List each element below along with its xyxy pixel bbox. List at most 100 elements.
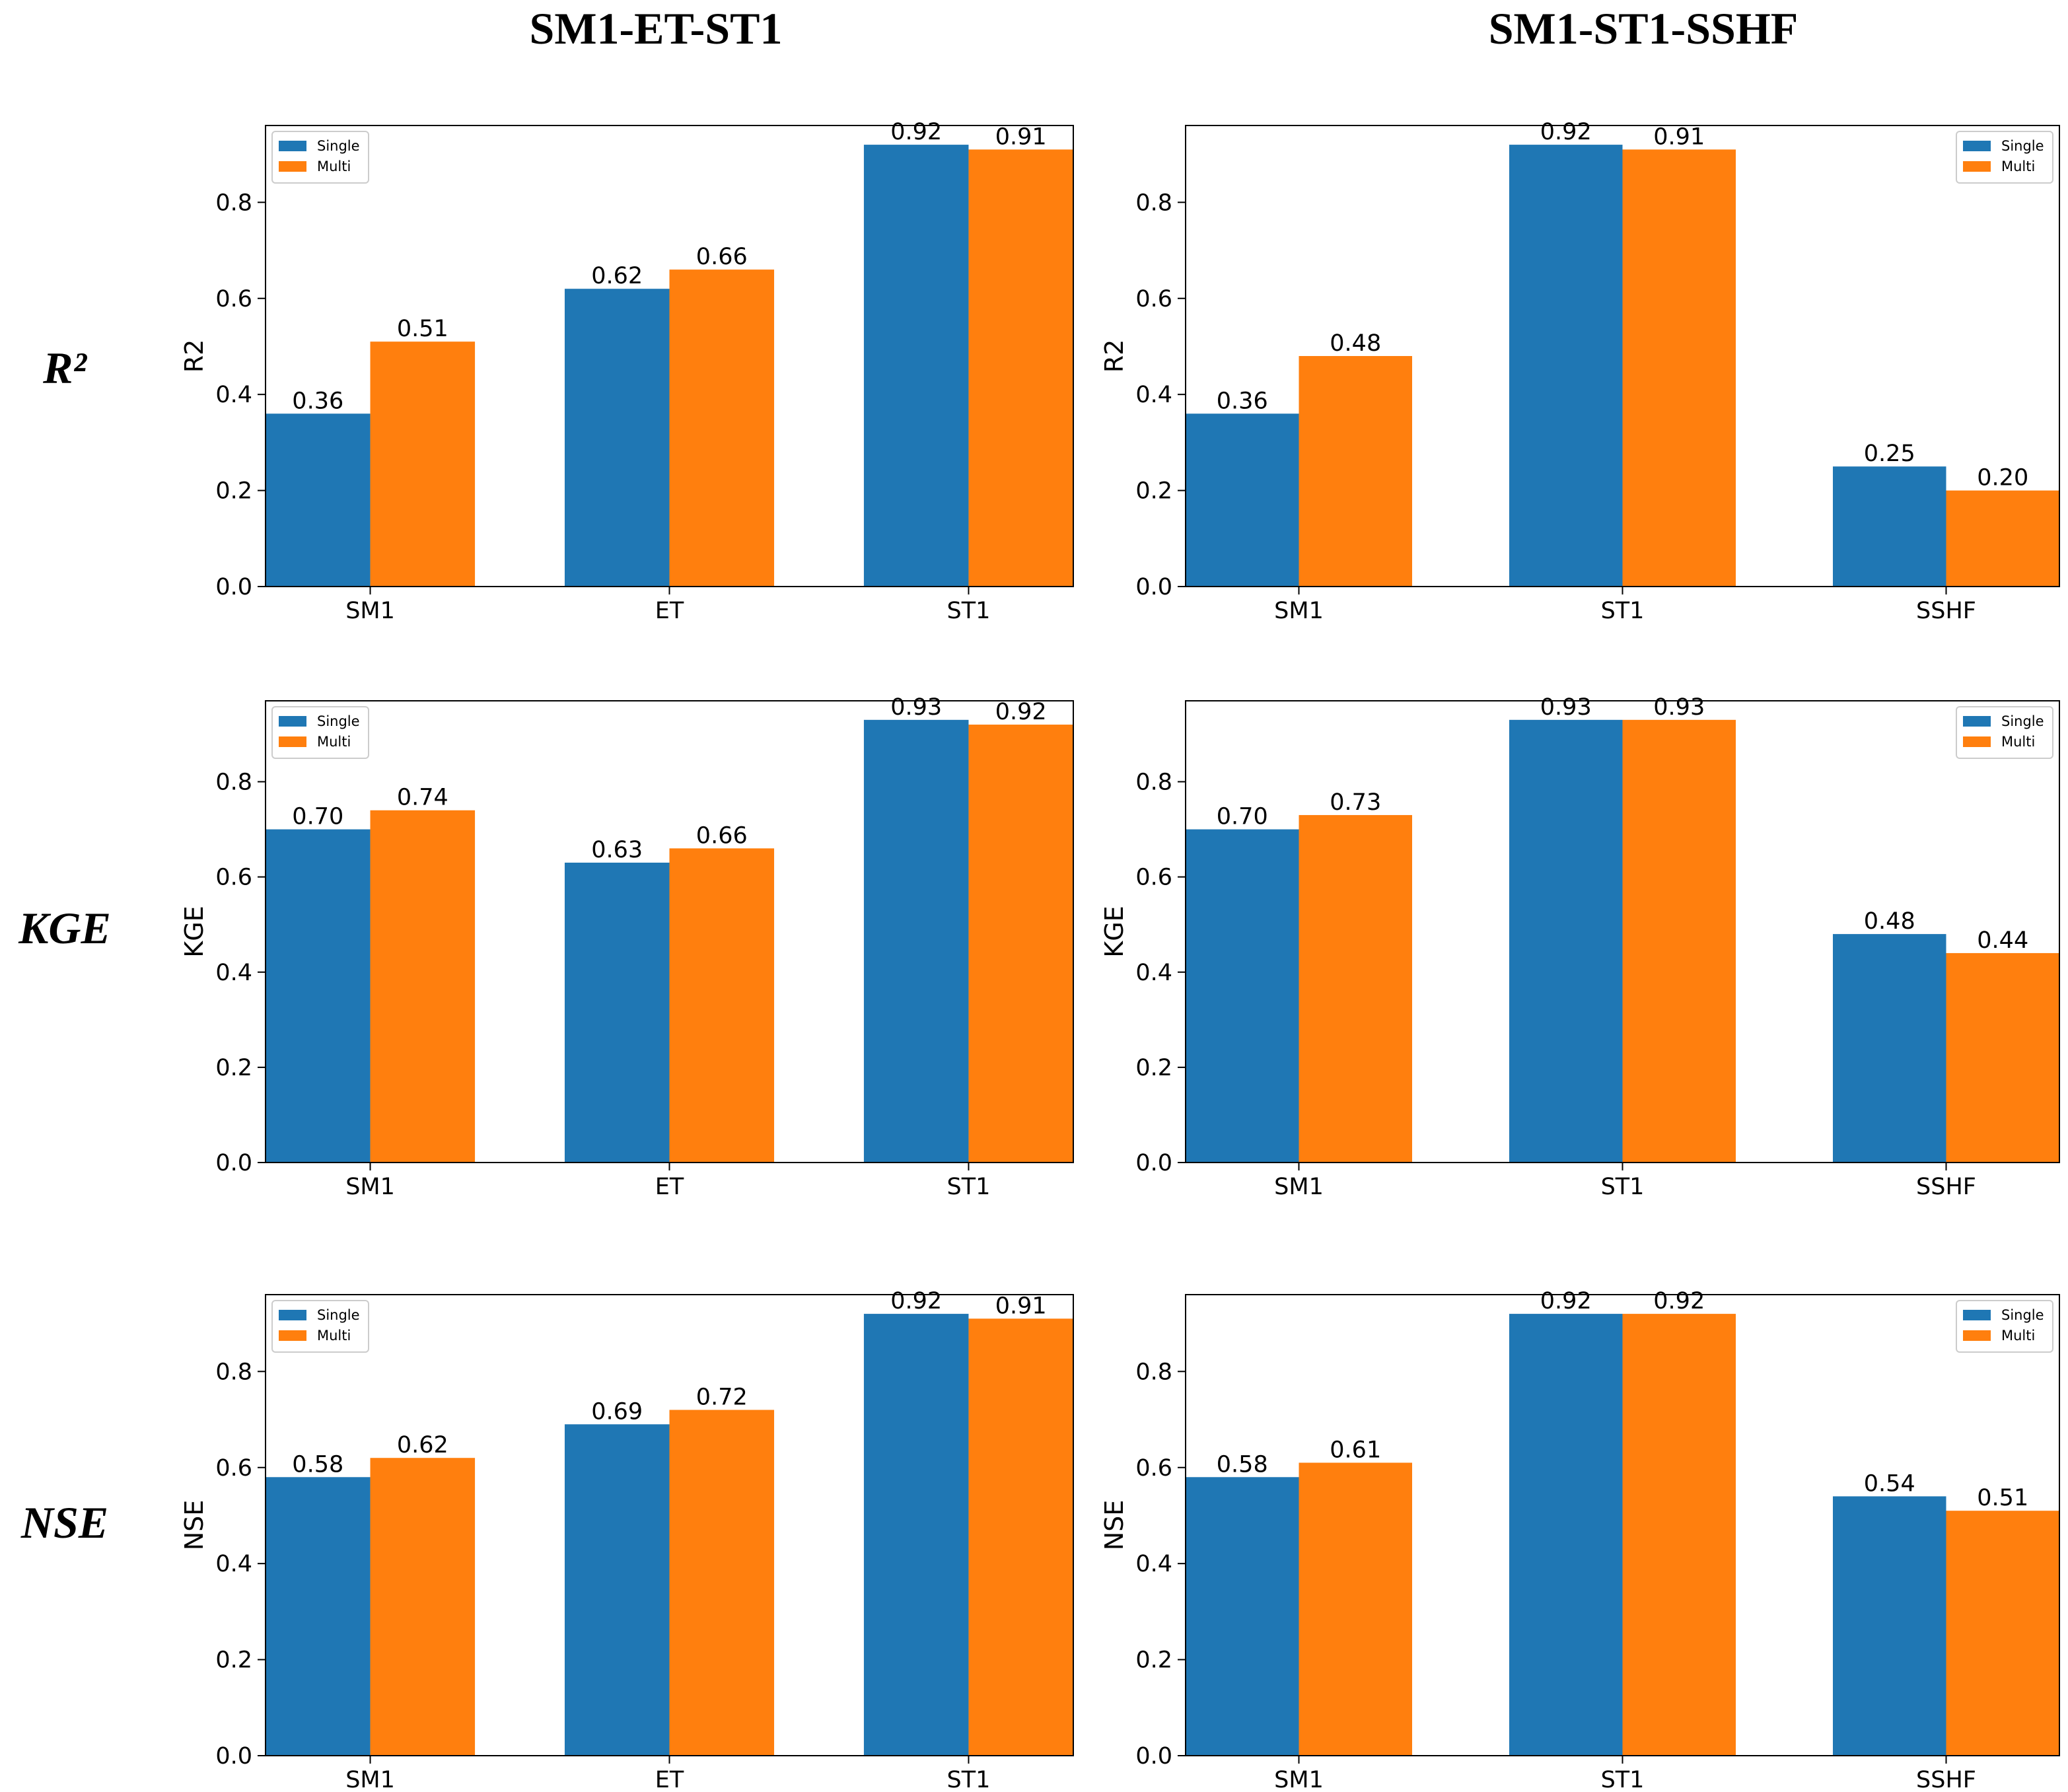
bar-single-sm1 xyxy=(266,413,371,587)
bar-multi-st1 xyxy=(1622,719,1736,1163)
bar-value-label: 0.51 xyxy=(1977,1485,2028,1511)
y-axis-label: KGE xyxy=(1100,906,1129,957)
y-tick-label: 0.6 xyxy=(1135,865,1172,891)
bar-multi-sshf xyxy=(1946,952,2059,1163)
axes-frame xyxy=(265,1294,1074,1756)
legend-label-single: Single xyxy=(317,1307,360,1323)
bar-value-label: 0.62 xyxy=(591,263,643,289)
axes-frame xyxy=(1185,700,2060,1163)
x-tick-label: SM1 xyxy=(345,1767,395,1792)
y-tick-label: 0.8 xyxy=(215,190,252,216)
y-axis-ticks: 0.0 0.2 0.4 0.6 0.8 xyxy=(215,770,266,1176)
x-tick-label: ET xyxy=(655,1767,684,1792)
y-tick-label: 0.2 xyxy=(215,1647,252,1674)
x-tick-label: SSHF xyxy=(1916,598,1976,624)
y-axis-label: R2 xyxy=(1100,340,1129,373)
x-tick-label: ET xyxy=(655,598,684,624)
bar-single-sm1 xyxy=(266,1477,371,1756)
y-tick-label: 0.0 xyxy=(1135,574,1172,600)
y-tick-label: 0.6 xyxy=(1135,286,1172,312)
x-tick-label: ET xyxy=(655,1174,684,1200)
bar-multi-sshf xyxy=(1946,490,2059,587)
chart-1: 0.0 0.2 0.4 0.6 0.8 R2 0.36 0.51 0.62 0.66 0.92 0.9… xyxy=(180,119,1074,624)
legend: Single Multi xyxy=(1956,1300,2053,1353)
bar-single-st1 xyxy=(863,719,969,1163)
bar-value-label: 0.36 xyxy=(1217,388,1268,414)
legend-swatch-single xyxy=(279,716,306,727)
bar-value-label: 0.61 xyxy=(1330,1437,1381,1463)
legend-swatch-single xyxy=(279,141,306,151)
bar-multi-et xyxy=(669,848,775,1163)
bar-value-label: 0.58 xyxy=(292,1451,343,1478)
legend-label-multi: Multi xyxy=(317,1328,351,1344)
legend: Single Multi xyxy=(271,131,369,184)
bar-value-label: 0.36 xyxy=(292,388,343,414)
legend-swatch-multi xyxy=(279,1330,306,1341)
bars: 0.58 0.61 0.92 0.92 0.54 0.51 xyxy=(1186,1288,2059,1756)
x-tick-label: ST1 xyxy=(947,598,991,624)
legend: Single Multi xyxy=(1956,131,2053,184)
bar-single-et xyxy=(564,863,670,1163)
x-tick-label: SM1 xyxy=(345,598,395,624)
bar-value-label: 0.51 xyxy=(397,316,448,342)
y-tick-label: 0.8 xyxy=(215,770,252,796)
y-tick-label: 0.6 xyxy=(215,286,252,312)
legend-swatch-multi xyxy=(1963,1330,1991,1341)
bar-value-label: 0.91 xyxy=(1653,124,1705,150)
y-tick-label: 0.4 xyxy=(215,1551,252,1577)
y-tick-label: 0.4 xyxy=(1135,1551,1172,1577)
y-axis-ticks: 0.0 0.2 0.4 0.6 0.8 xyxy=(1135,770,1186,1176)
bar-single-sshf xyxy=(1833,1496,1946,1756)
bar-single-et xyxy=(564,289,670,587)
bar-value-label: 0.72 xyxy=(696,1384,748,1411)
bar-single-et xyxy=(564,1424,670,1756)
legend-swatch-single xyxy=(279,1310,306,1320)
bar-single-sm1 xyxy=(1186,829,1299,1163)
x-tick-label: ST1 xyxy=(1601,1767,1645,1792)
bar-value-label: 0.69 xyxy=(591,1398,643,1425)
bar-single-sm1 xyxy=(266,829,371,1163)
bar-value-label: 0.93 xyxy=(1540,694,1592,721)
x-tick-label: ST1 xyxy=(947,1767,991,1792)
bar-value-label: 0.92 xyxy=(1540,1288,1592,1314)
legend: Single Multi xyxy=(271,1300,369,1353)
legend-label-multi: Multi xyxy=(317,159,351,174)
row-label-r2: R² xyxy=(42,343,87,393)
bar-value-label: 0.92 xyxy=(890,1288,942,1314)
legend-label-single: Single xyxy=(2001,713,2044,729)
bar-value-label: 0.93 xyxy=(890,694,942,721)
legend-swatch-single xyxy=(1963,1310,1991,1320)
bar-value-label: 0.93 xyxy=(1653,694,1705,721)
x-tick-label: ST1 xyxy=(947,1174,991,1200)
y-tick-label: 0.6 xyxy=(1135,1455,1172,1482)
y-tick-label: 0.2 xyxy=(1135,1647,1172,1674)
bar-multi-sm1 xyxy=(1299,356,1412,587)
y-tick-label: 0.0 xyxy=(1135,1743,1172,1770)
y-tick-label: 0.0 xyxy=(215,1743,252,1770)
y-tick-label: 0.4 xyxy=(215,382,252,408)
y-tick-label: 0.8 xyxy=(1135,190,1172,216)
legend-swatch-single xyxy=(1963,716,1991,727)
bar-value-label: 0.63 xyxy=(591,837,643,863)
legend-label-multi: Multi xyxy=(2001,159,2035,174)
bar-value-label: 0.73 xyxy=(1330,789,1381,816)
bar-multi-sshf xyxy=(1946,1511,2059,1756)
bar-value-label: 0.54 xyxy=(1864,1470,1915,1497)
y-tick-label: 0.2 xyxy=(1135,1055,1172,1081)
bar-value-label: 0.20 xyxy=(1977,465,2028,491)
bars: 0.58 0.62 0.69 0.72 0.92 0.91 xyxy=(266,1288,1073,1756)
legend: Single Multi xyxy=(1956,706,2053,759)
bar-single-sshf xyxy=(1833,934,1946,1163)
y-axis-label: NSE xyxy=(180,1500,209,1551)
x-tick-label: SM1 xyxy=(1274,598,1324,624)
bar-single-sm1 xyxy=(1186,1477,1299,1756)
bar-value-label: 0.48 xyxy=(1864,908,1915,935)
y-axis-ticks: 0.0 0.2 0.4 0.6 0.8 xyxy=(215,190,266,600)
legend-label-multi: Multi xyxy=(2001,1328,2035,1344)
y-tick-label: 0.8 xyxy=(1135,1359,1172,1385)
legend-label-single: Single xyxy=(2001,1307,2044,1323)
bar-value-label: 0.74 xyxy=(397,785,448,811)
x-tick-label: SM1 xyxy=(345,1174,395,1200)
